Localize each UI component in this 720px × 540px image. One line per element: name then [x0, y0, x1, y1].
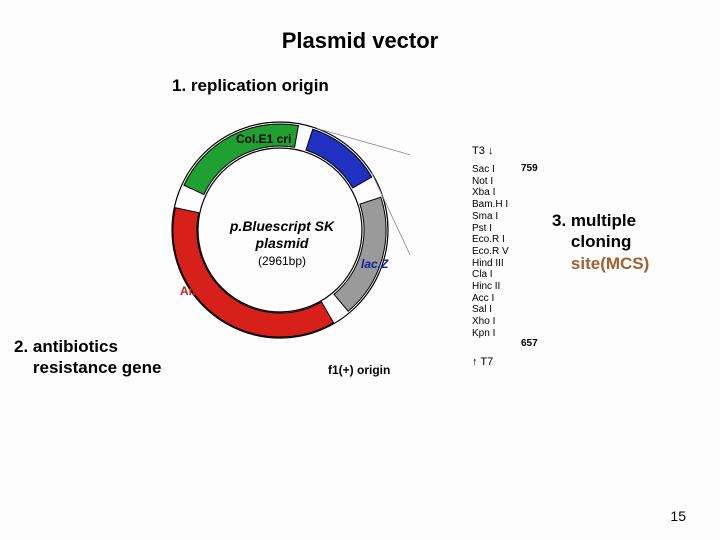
- enzyme-item: Eco.R I: [472, 234, 505, 246]
- label3-line3: site(MCS): [571, 254, 649, 273]
- enzyme-item: Kpn I: [472, 328, 495, 340]
- label-replication-origin: 1. replication origin: [172, 76, 329, 96]
- label2-line2: resistance gene: [33, 358, 162, 377]
- label3-line2: cloning: [571, 232, 631, 251]
- t7-promoter-label: ↑ T7: [472, 356, 493, 368]
- lacz-label: lac.Z: [361, 257, 388, 271]
- enzyme-item: Hind III: [472, 258, 504, 270]
- f1-label: f1(+) origin: [328, 363, 390, 377]
- plasmid-name: p.Bluescript SK plasmid (2961bp): [222, 218, 342, 268]
- enzyme-item: Cla I: [472, 269, 493, 281]
- enzyme-item: Not I: [472, 176, 493, 188]
- enzyme-item: Hinc II: [472, 281, 500, 293]
- label3-line1: 3. multiple: [552, 211, 636, 230]
- amp-text: Amp.: [180, 284, 210, 298]
- slide-title: Plasmid vector: [0, 28, 720, 54]
- t3-promoter-label: T3 ↓: [472, 145, 493, 157]
- plasmid-name-line2: plasmid: [256, 235, 309, 251]
- enzyme-item: Sal I: [472, 304, 492, 316]
- enzyme-item: Pst I: [472, 223, 492, 235]
- enzyme-item: Eco.R V: [472, 246, 509, 258]
- enzyme-item: Sac I: [472, 164, 495, 176]
- position-start: 759: [521, 163, 538, 174]
- label-antibiotics-resistance: 2. antibiotics resistance gene: [14, 336, 161, 379]
- enzyme-item: Bam.H I: [472, 199, 508, 211]
- enzyme-item: Xho I: [472, 316, 495, 328]
- enzyme-item: Xba I: [472, 187, 495, 199]
- position-end: 657: [521, 338, 538, 349]
- plasmid-name-line1: p.Bluescript SK: [230, 218, 334, 234]
- cole1-label: Col.E1 cri: [236, 132, 291, 146]
- label2-line1: 2. antibiotics: [14, 337, 118, 356]
- enzyme-item: Acc I: [472, 293, 494, 305]
- amp-sup: R: [210, 282, 217, 292]
- label-mcs: 3. multiple cloning site(MCS): [552, 210, 649, 274]
- amp-label: Amp.R: [180, 282, 217, 298]
- page-number: 15: [670, 508, 686, 524]
- plasmid-size: (2961bp): [258, 254, 306, 268]
- enzyme-item: Sma I: [472, 211, 498, 223]
